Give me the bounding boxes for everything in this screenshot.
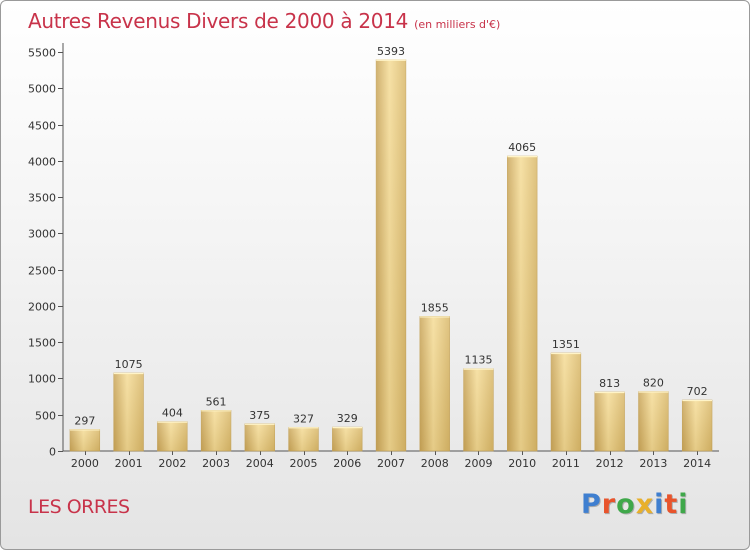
- bar-shade: [201, 410, 231, 451]
- y-tick-label: 3000: [28, 228, 56, 241]
- logo-letter: i: [678, 489, 689, 520]
- x-tick-label: 2004: [246, 457, 274, 470]
- title-text: Autres Revenus Divers de 2000 à 2014: [28, 9, 409, 33]
- bar-shade: [594, 392, 625, 451]
- bar-2013: [638, 391, 669, 452]
- x-tick-label: 2007: [377, 457, 405, 470]
- bar-2002: [157, 421, 188, 452]
- x-tick-label: 2009: [464, 457, 492, 470]
- value-label: 702: [687, 385, 708, 398]
- value-label: 4065: [508, 141, 536, 154]
- bar-shade: [69, 429, 100, 451]
- y-tick-label: 1000: [28, 373, 56, 386]
- y-tick-label: 4500: [28, 120, 56, 133]
- bar-2000: [69, 429, 101, 452]
- y-tick-label: 4000: [28, 156, 56, 169]
- value-label: 1135: [464, 354, 492, 367]
- bar-shade: [463, 368, 494, 451]
- x-tick-label: 2002: [158, 457, 186, 470]
- value-label: 375: [249, 409, 270, 422]
- commune-name: LES ORRES: [28, 496, 130, 518]
- value-label: 404: [162, 407, 183, 420]
- logo-letter: r: [601, 489, 617, 520]
- y-tick-label: 5500: [28, 47, 56, 60]
- x-tick-label: 2011: [552, 457, 580, 470]
- bar-2012: [594, 391, 625, 452]
- x-tick-label: 2010: [508, 457, 536, 470]
- y-tick-label: 0: [49, 446, 56, 459]
- bar-shade: [419, 316, 450, 451]
- value-label: 813: [599, 377, 620, 390]
- bar-2001: [113, 372, 144, 452]
- value-label: 327: [293, 412, 314, 425]
- bar-2005: [288, 426, 319, 452]
- value-label: 297: [74, 414, 95, 427]
- bar-2004: [244, 423, 275, 452]
- bar-2006: [332, 426, 363, 452]
- bar-2014: [681, 399, 713, 452]
- logo-letter: x: [635, 489, 655, 520]
- bars: [69, 59, 713, 452]
- bar-shade: [638, 391, 669, 451]
- y-tick-label: 1500: [28, 337, 56, 350]
- bar-2009: [463, 368, 494, 452]
- bar-shade: [332, 427, 363, 451]
- x-tick-label: 2001: [115, 457, 143, 470]
- proxiti-logo: Proxiti: [581, 489, 689, 520]
- bar-2007: [375, 59, 407, 452]
- value-label: 1075: [115, 358, 143, 371]
- value-label: 5393: [377, 45, 405, 58]
- x-tick-label: 2000: [71, 457, 99, 470]
- y-tick-label: 5000: [28, 83, 56, 96]
- bar-shade: [244, 423, 275, 451]
- bar-2008: [419, 316, 450, 452]
- logo-letter: t: [664, 489, 679, 520]
- bar-shade: [113, 373, 144, 451]
- axes: 0 500 1000 1500 2000 2500 3000 3500 4000 4500 5000…: [28, 43, 719, 470]
- x-tick-label: 2013: [639, 457, 667, 470]
- bar-shade: [507, 156, 538, 451]
- bar-shade: [288, 427, 319, 451]
- value-labels: 297 1075 404 561 375 327 329 5393 1855 1135 4065 13…: [74, 45, 707, 428]
- x-tick-label: 2006: [333, 457, 361, 470]
- x-tick-label: 2014: [683, 457, 711, 470]
- y-tick-label: 500: [35, 410, 56, 423]
- logo-letter: i: [654, 489, 665, 520]
- value-label: 820: [643, 377, 664, 390]
- value-label: 1351: [552, 338, 580, 351]
- bar-shade: [682, 400, 713, 451]
- bar-2011: [550, 352, 582, 452]
- chart-title: Autres Revenus Divers de 2000 à 2014 (en …: [28, 9, 500, 33]
- y-tick-label: 3500: [28, 192, 56, 205]
- bar-shade: [376, 59, 406, 452]
- x-tick-label: 2012: [596, 457, 624, 470]
- y-tick-label: 2500: [28, 265, 56, 278]
- x-tick-label: 2008: [421, 457, 449, 470]
- bar-shade: [157, 421, 188, 451]
- x-tick-label: 2005: [290, 457, 318, 470]
- bar-2003: [200, 410, 232, 452]
- bar-shade: [551, 352, 581, 451]
- value-label: 561: [206, 395, 227, 408]
- value-label: 1855: [421, 301, 449, 314]
- y-tick-label: 2000: [28, 301, 56, 314]
- bar-2010: [507, 155, 538, 452]
- value-label: 329: [337, 412, 358, 425]
- chart-subtitle: (en milliers d'€): [414, 18, 501, 31]
- logo-letter: P: [581, 489, 602, 520]
- x-tick-label: 2003: [202, 457, 230, 470]
- logo-letter: o: [616, 489, 636, 520]
